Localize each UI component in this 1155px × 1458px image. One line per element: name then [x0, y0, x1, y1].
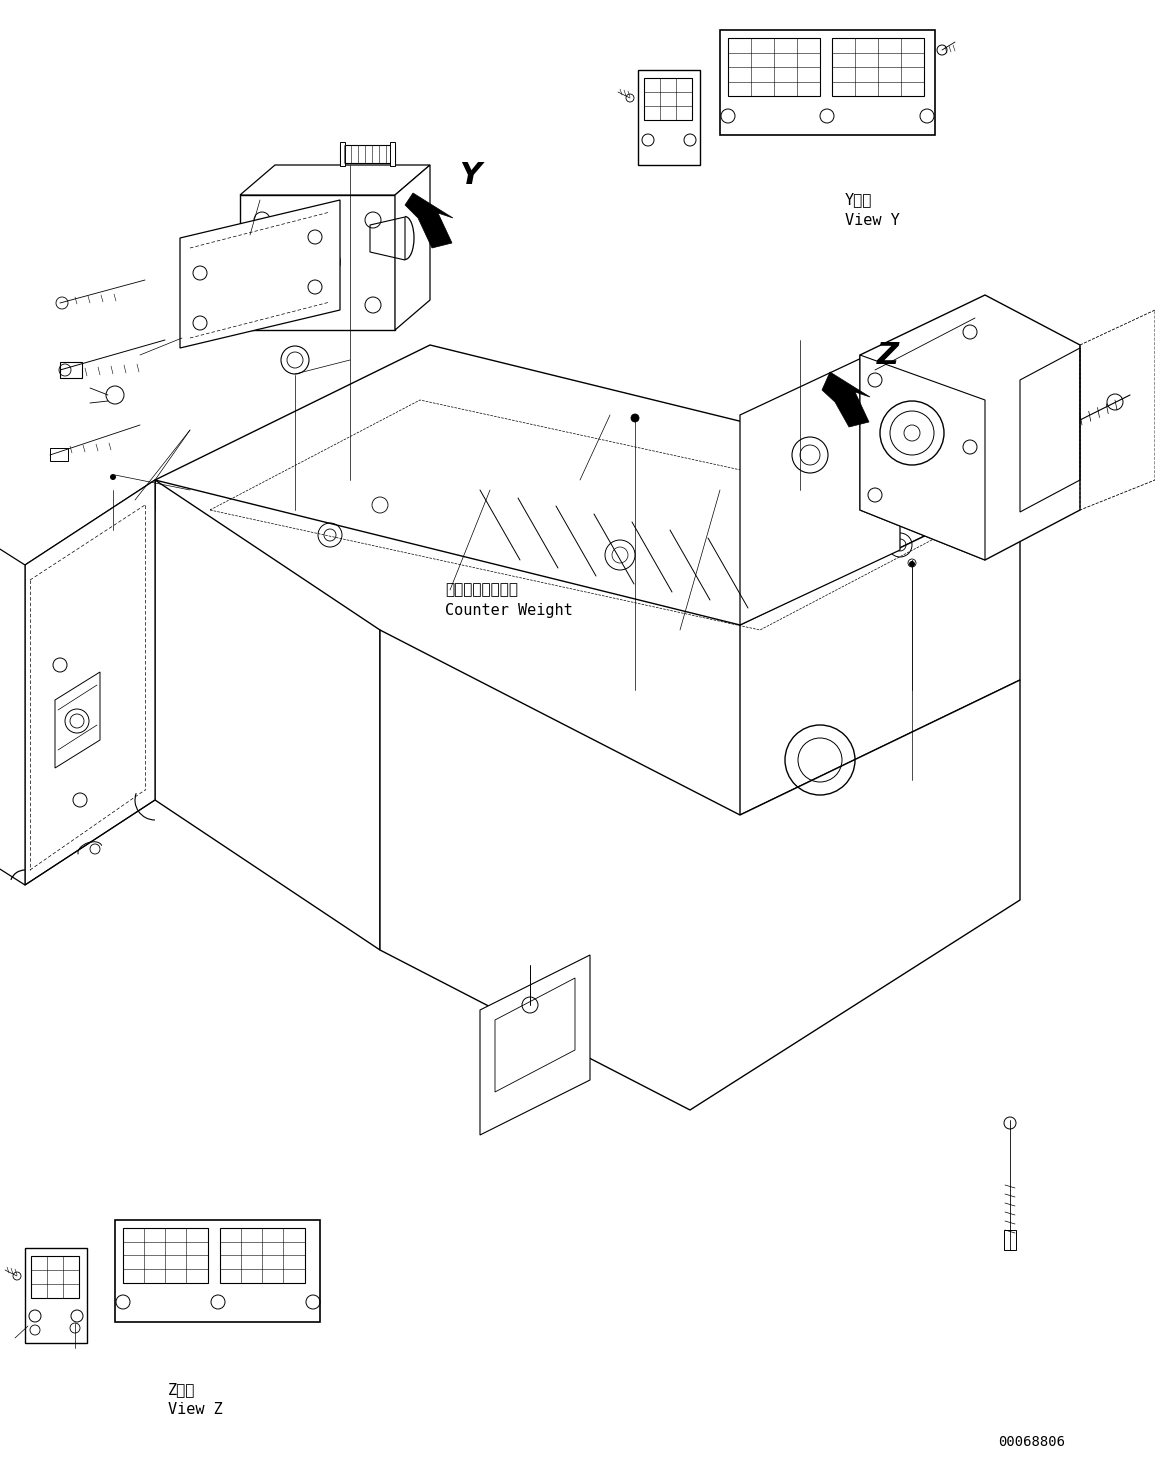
Bar [122, 1228, 208, 1283]
Bar [390, 141, 395, 166]
Text: View Y: View Y [845, 213, 900, 227]
Text: View Z: View Z [167, 1403, 223, 1417]
Text: Counter Weight: Counter Weight [445, 602, 573, 618]
Bar [340, 141, 345, 166]
Polygon shape [740, 490, 1020, 815]
Polygon shape [860, 295, 1080, 560]
Polygon shape [116, 1220, 320, 1322]
Polygon shape [240, 165, 430, 195]
Text: Z　視: Z 視 [167, 1382, 195, 1398]
Bar [31, 1255, 79, 1298]
Polygon shape [155, 346, 1020, 625]
Bar [60, 362, 82, 378]
Polygon shape [180, 200, 340, 348]
Polygon shape [740, 340, 900, 625]
Polygon shape [480, 955, 590, 1134]
Polygon shape [395, 165, 430, 330]
Bar [728, 38, 820, 96]
Text: Y: Y [459, 160, 482, 190]
Bar [50, 448, 68, 461]
Polygon shape [25, 480, 155, 885]
Text: Y　視: Y 視 [845, 192, 872, 207]
Text: カウンタウェイト: カウンタウェイト [445, 583, 517, 598]
Bar [638, 70, 700, 165]
Polygon shape [240, 195, 395, 330]
Polygon shape [405, 192, 453, 248]
Bar [1004, 1231, 1016, 1250]
Bar [832, 38, 924, 96]
Text: 00068806: 00068806 [998, 1435, 1065, 1449]
Polygon shape [155, 480, 380, 951]
Polygon shape [380, 630, 1020, 1110]
Bar [25, 1248, 87, 1343]
Polygon shape [822, 372, 870, 427]
Bar [219, 1228, 305, 1283]
Bar [644, 77, 692, 120]
Circle shape [909, 561, 915, 567]
Polygon shape [860, 354, 985, 560]
Circle shape [110, 474, 116, 480]
Text: Z: Z [877, 341, 899, 369]
Polygon shape [25, 480, 155, 595]
Circle shape [631, 414, 639, 421]
Polygon shape [0, 531, 25, 885]
Bar [340, 144, 395, 163]
Polygon shape [720, 31, 936, 136]
